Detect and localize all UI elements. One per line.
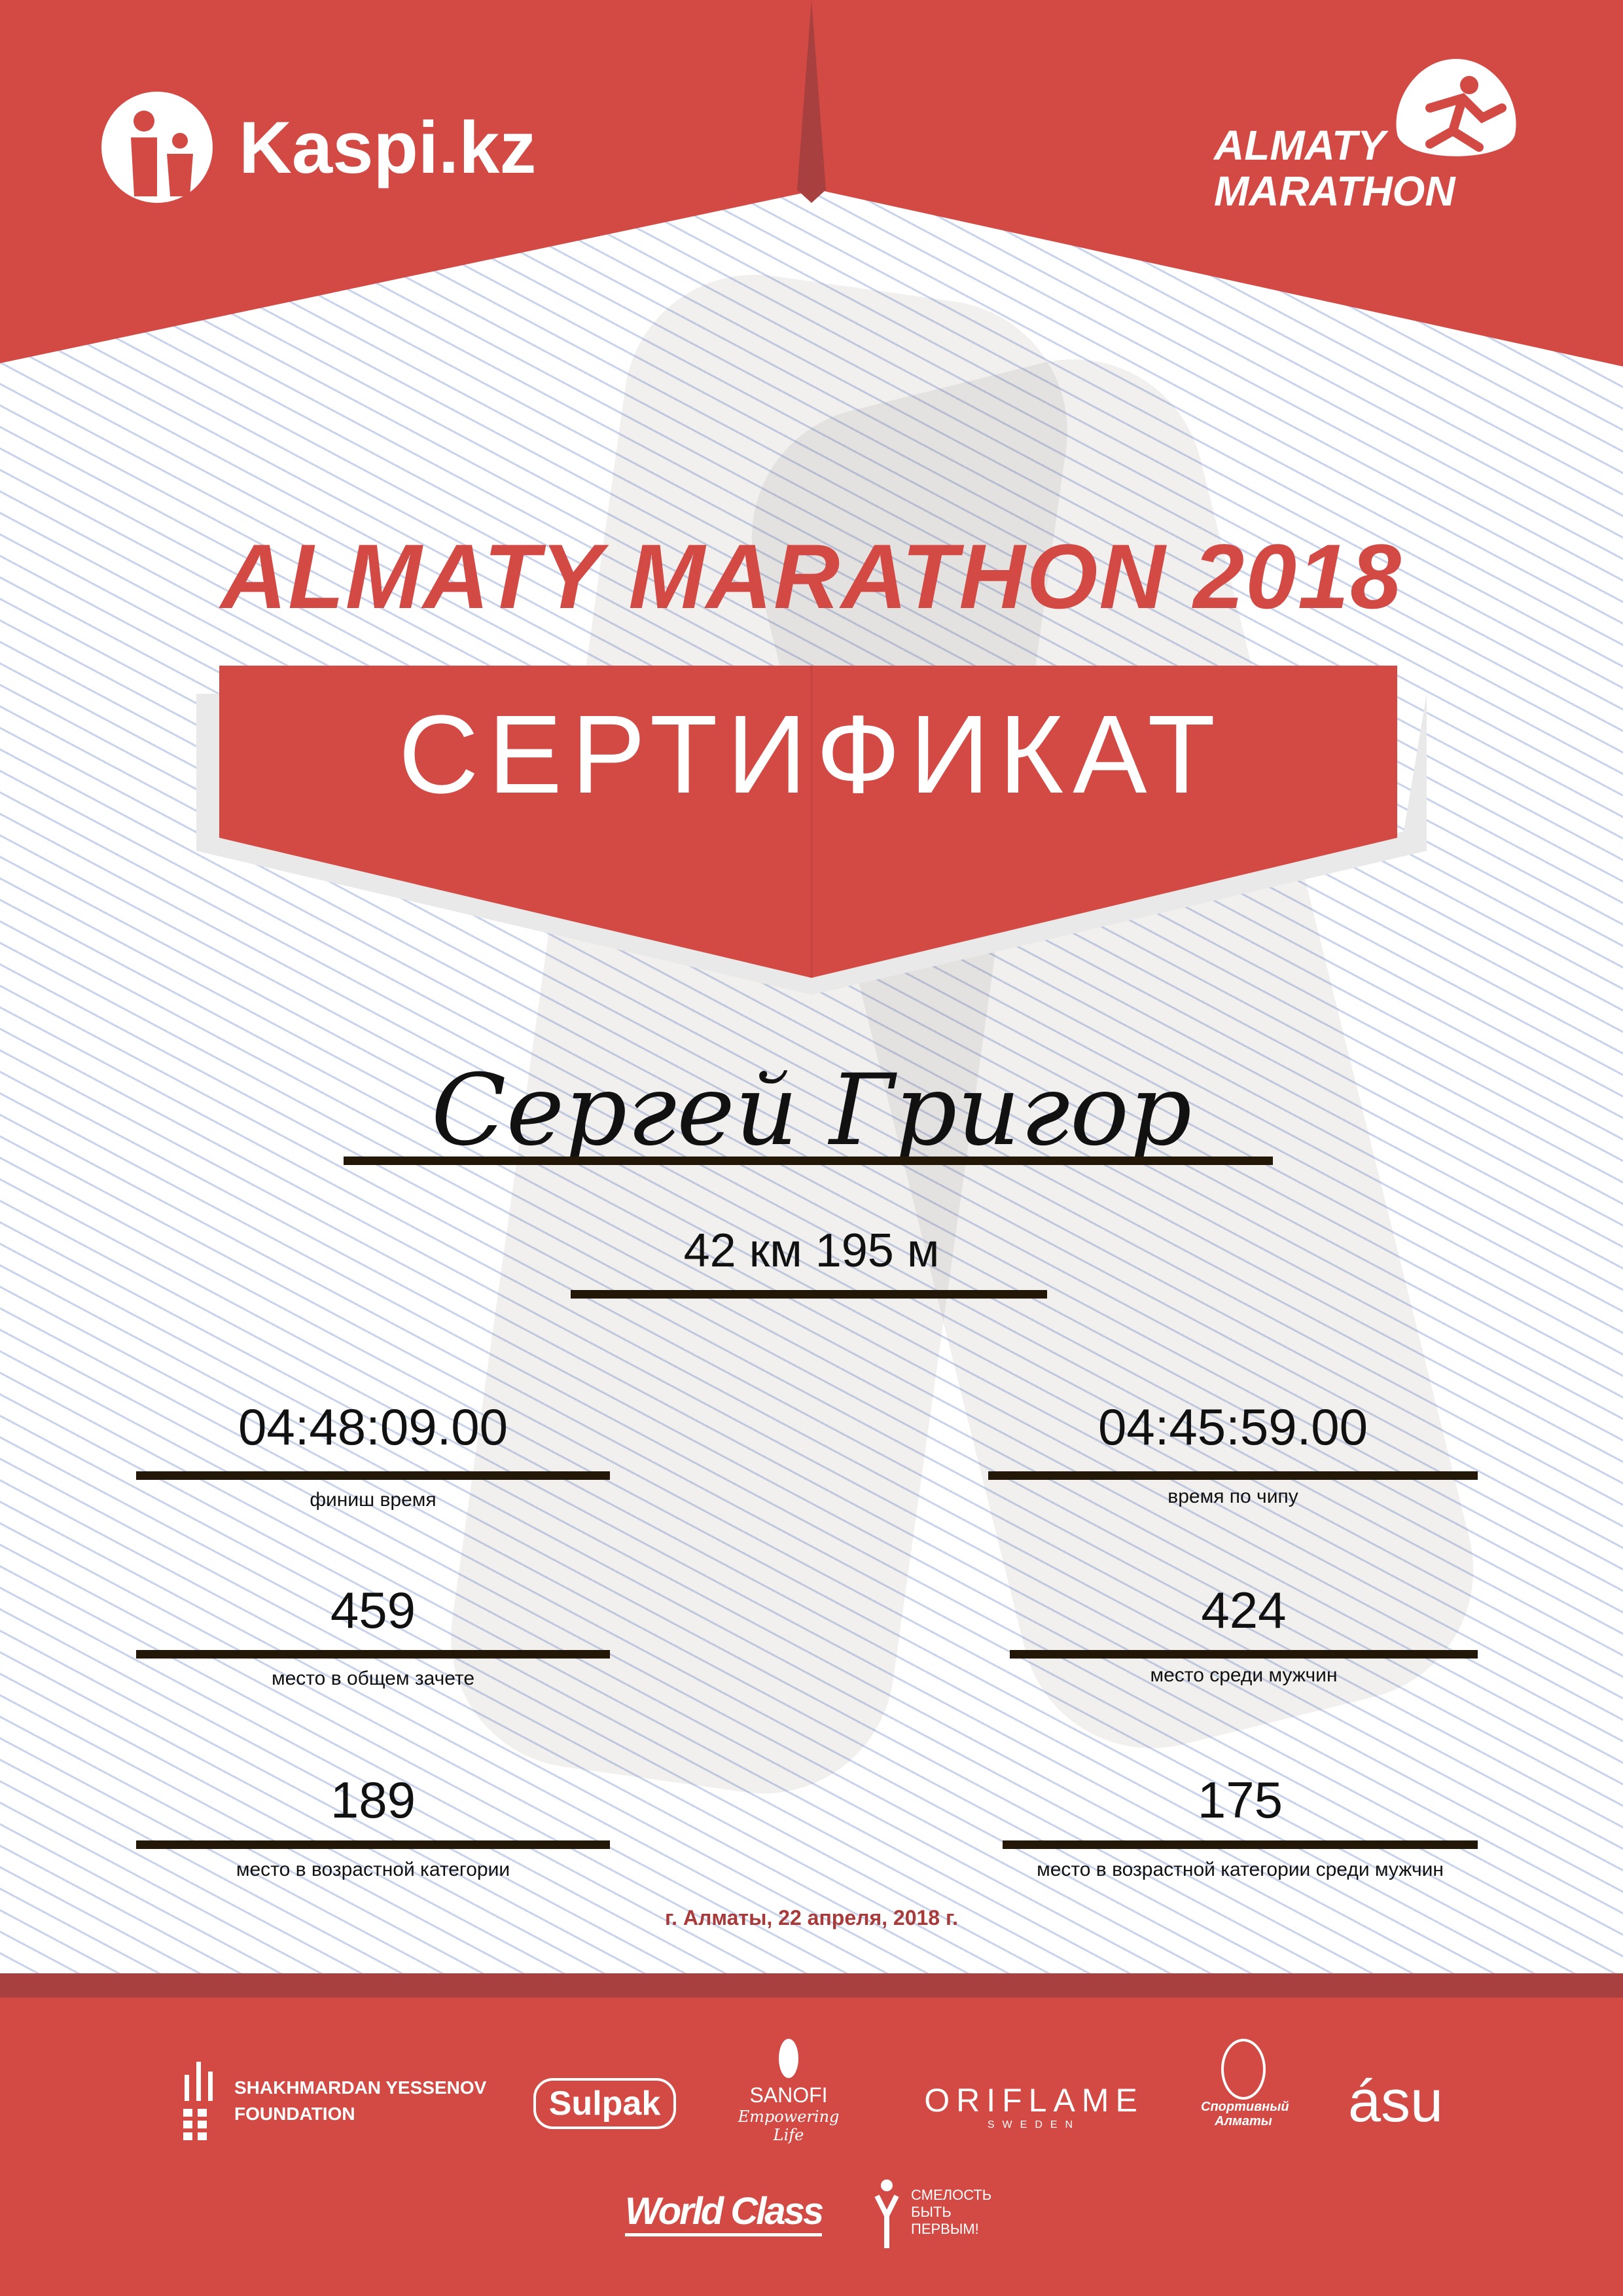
yessenov-bars-icon xyxy=(183,2062,213,2140)
men-place-label: место среди мужчин xyxy=(1150,1664,1338,1686)
sport-almaty-emblem-icon xyxy=(1221,2039,1266,2100)
certificate-heading: СЕРТИФИКАТ xyxy=(398,692,1225,817)
sulpak-logo: Sulpak xyxy=(533,2078,676,2129)
participant-name: Сергей Григор xyxy=(431,1054,1192,1168)
chip-time-value: 04:45:59.00 xyxy=(1097,1398,1368,1456)
oriflame-wordmark: ORIFLAME xyxy=(924,2082,1144,2119)
finish-time-label: финиш время xyxy=(310,1489,437,1511)
asu-logo: ásu xyxy=(1348,2069,1444,2134)
fund-figure-icon xyxy=(874,2179,899,2248)
world-class-logo: World Class xyxy=(625,2189,824,2236)
age-men-place-rule xyxy=(1003,1840,1478,1849)
name-underline xyxy=(344,1157,1273,1165)
sanofi-wordmark: SANOFI xyxy=(749,2083,828,2107)
fund-line2: БЫТЬ xyxy=(911,2204,952,2220)
sanofi-drop-icon xyxy=(779,2039,798,2078)
logo-text-almaty: ALMATY xyxy=(1214,122,1385,169)
sanofi-tagline: Empowering Life xyxy=(738,2108,840,2144)
kaspi-wordmark: Kaspi.kz xyxy=(239,106,537,188)
date-place: г. Алматы, 22 апреля, 2018 г. xyxy=(665,1906,958,1929)
sport-almaty-logo: Спортивный Алматы xyxy=(1201,2039,1289,2128)
logo-text-marathon: MARATHON xyxy=(1214,168,1455,215)
men-place-value: 424 xyxy=(1201,1581,1287,1639)
runner-emblem-icon xyxy=(1396,59,1516,156)
kaspi-icon xyxy=(101,92,213,203)
finish-time-rule xyxy=(136,1471,610,1480)
yessenov-foundation-logo: SHAKHMARDAN YESSENOV FOUNDATION xyxy=(182,2052,486,2150)
chip-time-label: время по чипу xyxy=(1168,1486,1298,1507)
overall-place-value: 459 xyxy=(330,1581,416,1639)
kaspi-logo: Kaspi.kz xyxy=(95,92,536,203)
footer-background xyxy=(0,1998,1623,2296)
age-place-value: 189 xyxy=(330,1771,416,1829)
fund-line3: ПЕРВЫМ! xyxy=(911,2221,979,2237)
age-place-label: место в возрастной категории xyxy=(236,1859,510,1880)
overall-place-rule xyxy=(136,1650,610,1659)
overall-place-label: место в общем зачете xyxy=(271,1668,475,1689)
yessenov-line1: SHAKHMARDAN YESSENOV xyxy=(234,2077,487,2098)
men-place-rule xyxy=(1010,1650,1478,1659)
certificate-banner xyxy=(196,666,1427,995)
fund-line1: СМЕЛОСТЬ xyxy=(911,2187,992,2203)
fund-logo: СМЕЛОСТЬ БЫТЬ ПЕРВЫМ! xyxy=(870,2176,991,2248)
event-title: ALMATY MARATHON 2018 xyxy=(221,525,1402,628)
header-background xyxy=(0,0,1623,367)
footer-band-dark xyxy=(0,1973,1623,1998)
age-place-rule xyxy=(136,1840,610,1849)
sport-almaty-text: Спортивный Алматы xyxy=(1201,2100,1289,2128)
distance-underline xyxy=(571,1290,1047,1299)
oriflame-logo: ORIFLAME SWEDEN xyxy=(923,2081,1145,2131)
age-men-place-value: 175 xyxy=(1197,1771,1283,1829)
distance: 42 км 195 м xyxy=(683,1225,940,1277)
yessenov-line2: FOUNDATION xyxy=(234,2104,355,2124)
finish-time-value: 04:48:09.00 xyxy=(238,1398,508,1456)
sanofi-logo: SANOFI Empowering Life xyxy=(723,2039,854,2144)
almaty-marathon-logo: ALMATY MARATHON xyxy=(1214,56,1528,216)
age-men-place-label: место в возрастной категории среди мужчи… xyxy=(1037,1859,1444,1880)
chip-time-rule xyxy=(988,1471,1478,1480)
oriflame-sub: SWEDEN xyxy=(987,2119,1081,2130)
